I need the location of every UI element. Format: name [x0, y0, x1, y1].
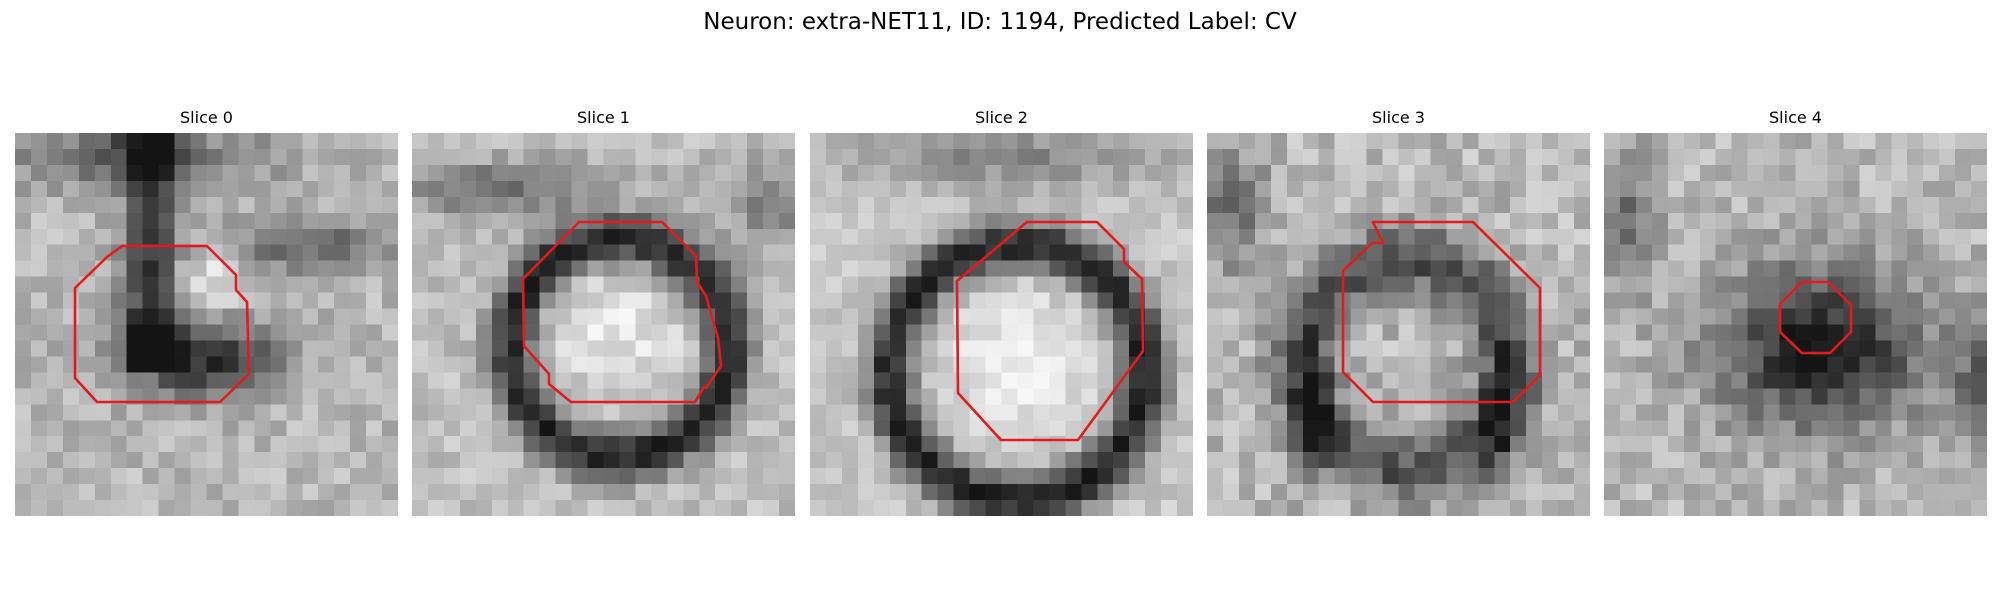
microscopy-image [412, 133, 795, 516]
microscopy-image [1207, 133, 1590, 516]
slice-title: Slice 0 [180, 108, 233, 127]
contour-overlay [1341, 220, 1542, 404]
contour-overlay [73, 244, 251, 404]
roi-contour [1341, 220, 1542, 404]
slice-panel-3: Slice 3 [1207, 108, 1590, 516]
microscopy-image [810, 133, 1193, 516]
slice-panel-4: Slice 4 [1604, 108, 1987, 516]
slice-title: Slice 4 [1769, 108, 1822, 127]
slice-image [412, 133, 795, 516]
microscopy-image [15, 133, 398, 516]
figure-title: Neuron: extra-NET11, ID: 1194, Predicted… [703, 9, 1297, 35]
slice-title: Slice 1 [577, 108, 630, 127]
contour-overlay [521, 220, 723, 404]
slice-panel-1: Slice 1 [412, 108, 795, 516]
slice-title: Slice 2 [975, 108, 1028, 127]
contour-overlay [1778, 280, 1853, 355]
contour-overlay [955, 220, 1145, 442]
slice-panel-2: Slice 2 [810, 108, 1193, 516]
roi-contour [73, 244, 251, 404]
slice-title: Slice 3 [1372, 108, 1425, 127]
slice-image [15, 133, 398, 516]
roi-contour [955, 220, 1145, 442]
slice-image [1604, 133, 1987, 516]
slice-image [810, 133, 1193, 516]
slice-panel-0: Slice 0 [15, 108, 398, 516]
roi-contour [521, 220, 723, 404]
slice-image [1207, 133, 1590, 516]
roi-contour [1778, 280, 1853, 355]
microscopy-image [1604, 133, 1987, 516]
